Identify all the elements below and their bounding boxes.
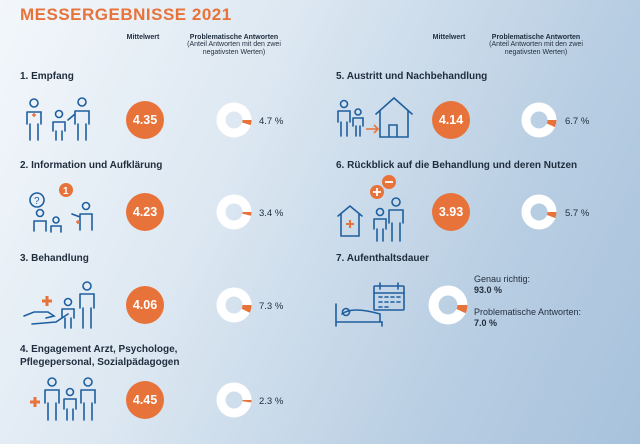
duration-correct-value: 93.0 % [474, 285, 503, 295]
duration-problem-label: Problematische Antworten: [474, 307, 582, 317]
section-title-6: 6. Rückblick auf die Behandlung und dere… [336, 160, 578, 171]
staff-group-icon [30, 377, 96, 421]
section-title-3: 3. Behandlung [20, 253, 89, 264]
duration-donut [428, 285, 468, 325]
mean-value-4: 4.45 [126, 381, 164, 419]
section-title-2: 2. Information und Aufklärung [20, 160, 163, 171]
problem-pct-4: 2.3 % [259, 396, 284, 407]
donut-problem-slice [456, 304, 468, 314]
section-title-4-line1: 4. Engagement Arzt, Psychologe, [20, 344, 178, 355]
mean-value-6: 3.93 [432, 193, 470, 231]
problem-donut-6 [521, 194, 557, 230]
problem-donut-5 [521, 102, 557, 138]
problem-header-sub: (Anteil Antworten mit den zwei negativst… [489, 41, 583, 56]
discharge-house-icon [337, 96, 413, 138]
problem-header-left: Problematische Antworten (Anteil Antwort… [182, 34, 286, 57]
svg-text:1: 1 [63, 186, 69, 197]
mean-header-left: Mittelwert [126, 34, 160, 41]
mean-value-3: 4.06 [126, 286, 164, 324]
duration-problem: Problematische Antworten: 7.0 % [474, 307, 581, 329]
section-title-5: 5. Austritt und Nachbehandlung [336, 71, 488, 82]
donut-problem-slice [546, 119, 557, 128]
mean-header-right: Mittelwert [432, 34, 466, 41]
problem-pct-6: 5.7 % [565, 208, 590, 219]
problem-donut-3 [216, 287, 252, 323]
problem-pct-3: 7.3 % [259, 301, 284, 312]
section-title-1: 1. Empfang [20, 71, 74, 82]
section-title-4: 4. Engagement Arzt, Psychologe, Pflegepe… [20, 343, 179, 369]
section-title-7: 7. Aufenthaltsdauer [336, 253, 429, 264]
reception-people-icon [26, 97, 90, 141]
page-title: MESSERGEBNISSE 2021 [20, 5, 232, 24]
section-title-4-line2: Pflegepersonal, Sozialpädagogen [20, 357, 180, 368]
donut-problem-slice [546, 211, 557, 219]
problem-donut-1 [216, 102, 252, 138]
problem-header-sub: (Anteil Antworten mit den zwei negativst… [187, 41, 281, 56]
treatment-hand-icon [23, 281, 95, 329]
problem-pct-2: 3.4 % [259, 208, 284, 219]
donut-problem-slice [241, 304, 252, 313]
mean-value-5: 4.14 [432, 101, 470, 139]
question-mark-icon: ? [34, 196, 40, 207]
bed-calendar-icon [335, 282, 405, 327]
problem-header-right: Problematische Antworten (Anteil Antwort… [484, 34, 588, 57]
mean-value-2: 4.23 [126, 193, 164, 231]
duration-correct: Genau richtig: 93.0 % [474, 274, 530, 296]
review-plus-minus-icon [337, 175, 404, 242]
duration-correct-label: Genau richtig: [474, 274, 531, 284]
problem-header-title: Problematische Antworten [491, 34, 581, 41]
mean-value-1: 4.35 [126, 101, 164, 139]
donut-track [521, 194, 557, 230]
duration-problem-value: 7.0 % [474, 318, 498, 328]
problem-header-title: Problematische Antworten [189, 34, 279, 41]
problem-pct-5: 6.7 % [565, 116, 590, 127]
problem-donut-2 [216, 194, 252, 230]
donut-problem-slice [242, 119, 252, 126]
information-dialog-icon: ? 1 [29, 183, 93, 233]
problem-pct-1: 4.7 % [259, 116, 284, 127]
problem-donut-4 [216, 382, 252, 418]
